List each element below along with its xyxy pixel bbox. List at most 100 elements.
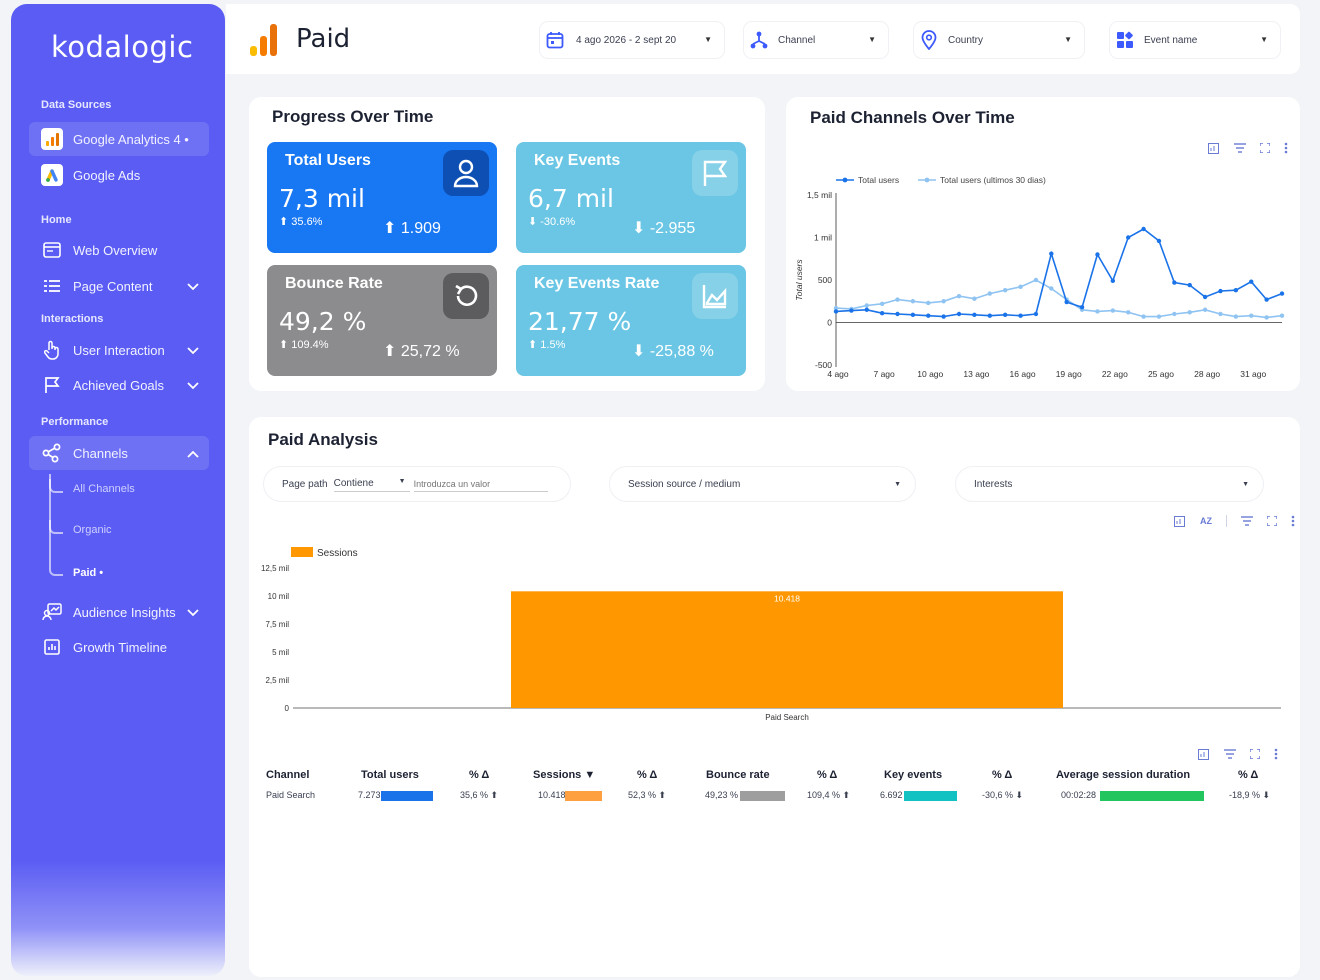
y-tick-label: 10 mil bbox=[268, 592, 290, 601]
data-point bbox=[833, 305, 839, 311]
sidebar-item-label: Growth Timeline bbox=[73, 639, 167, 655]
operator-select[interactable]: Contiene ▼ bbox=[333, 476, 410, 492]
sidebar-item-growth-timeline[interactable]: Growth Timeline bbox=[29, 630, 209, 664]
chevron-down-icon[interactable] bbox=[187, 279, 199, 294]
chevron-up-icon[interactable] bbox=[187, 446, 199, 461]
column-header-delta[interactable]: % Δ bbox=[637, 769, 658, 781]
sort-az-icon[interactable]: AZ bbox=[1200, 516, 1212, 526]
bar-chart-toolbar: AZ bbox=[1174, 515, 1295, 527]
x-tick-label: 16 ago bbox=[1010, 369, 1036, 379]
kpi-key-events-rate[interactable]: Key Events Rate 21,77 % ⬆ 1.5% ⬇ -25,88 … bbox=[516, 265, 746, 376]
sidebar-item-audience-insights[interactable]: Audience Insights bbox=[29, 595, 209, 629]
chart-settings-icon[interactable] bbox=[1174, 515, 1186, 527]
bar-data-label: 10.418 bbox=[774, 593, 800, 603]
sidebar-subitem-all-channels[interactable]: All Channels bbox=[73, 483, 135, 495]
column-header-delta[interactable]: % Δ bbox=[469, 769, 490, 781]
x-tick-label: 13 ago bbox=[963, 369, 989, 379]
more-vert-icon[interactable] bbox=[1284, 142, 1288, 154]
paid-analysis-title: Paid Analysis bbox=[268, 430, 378, 449]
sidebar-item-label: User Interaction bbox=[73, 342, 165, 358]
series-line bbox=[835, 279, 1283, 319]
sidebar-item-achieved-goals[interactable]: Achieved Goals bbox=[29, 368, 209, 402]
sidebar-subitem-organic[interactable]: Organic bbox=[73, 524, 112, 536]
event-name-filter[interactable]: Event name ▼ bbox=[1110, 22, 1280, 58]
x-tick-label: 7 ago bbox=[873, 369, 895, 379]
column-header-delta[interactable]: % Δ bbox=[817, 769, 838, 781]
chart-settings-icon[interactable] bbox=[1208, 142, 1220, 154]
sidebar-item-channels[interactable]: Channels bbox=[29, 436, 209, 470]
section-interactions: Interactions bbox=[41, 313, 104, 325]
page-path-value-input[interactable] bbox=[413, 476, 548, 492]
tree-branch bbox=[49, 479, 63, 493]
sidebar-item-label: Channels bbox=[73, 445, 128, 461]
column-header-channel[interactable]: Channel bbox=[266, 769, 310, 781]
paid-channels-card: Paid Channels Over Time Total users Total… bbox=[786, 97, 1300, 391]
chevron-down-icon[interactable] bbox=[187, 378, 199, 393]
column-header-key-events[interactable]: Key events bbox=[884, 769, 943, 781]
kpi-total-users[interactable]: Total Users 7,3 mil ⬆ 35.6% ⬆ 1.909 bbox=[267, 142, 497, 253]
sidebar-item-google-ads[interactable]: Google Ads bbox=[29, 158, 209, 192]
fullscreen-icon[interactable] bbox=[1267, 516, 1277, 526]
sidebar-item-user-interaction[interactable]: User Interaction bbox=[29, 333, 209, 367]
session-source-filter[interactable]: Session source / medium ▼ bbox=[609, 466, 916, 502]
browser-window-icon bbox=[41, 239, 63, 261]
caret-down-icon: ▼ bbox=[704, 35, 712, 44]
data-point bbox=[1095, 309, 1100, 314]
widgets-icon bbox=[1110, 31, 1140, 49]
y-tick-label: 500 bbox=[818, 275, 832, 285]
kpi-percent-change: ⬆ 1.5% bbox=[528, 339, 566, 351]
fullscreen-icon[interactable] bbox=[1260, 143, 1270, 153]
list-icon bbox=[41, 275, 63, 297]
sidebar: kodalogic Data Sources Google Analytics … bbox=[11, 4, 225, 976]
map-pin-icon bbox=[914, 30, 944, 50]
progress-card: Progress Over Time Total Users 7,3 mil ⬆… bbox=[249, 97, 765, 391]
bar bbox=[511, 591, 1063, 708]
data-point bbox=[1126, 235, 1131, 240]
kpi-key-events[interactable]: Key Events 6,7 mil ⬇ -30.6% ⬇ -2.955 bbox=[516, 142, 746, 253]
data-point bbox=[910, 299, 916, 304]
kpi-value: 49,2 % bbox=[279, 307, 367, 336]
sidebar-subitem-paid[interactable]: Paid • bbox=[73, 567, 104, 579]
sidebar-item-web-overview[interactable]: Web Overview bbox=[29, 233, 209, 267]
fullscreen-icon[interactable] bbox=[1250, 749, 1260, 759]
kpi-delta: ⬇ -25,88 % bbox=[632, 343, 714, 360]
column-header-delta[interactable]: % Δ bbox=[992, 769, 1013, 781]
data-point bbox=[1033, 311, 1039, 317]
sidebar-item-page-content[interactable]: Page Content bbox=[29, 269, 209, 303]
sidebar-item-label: Audience Insights bbox=[73, 604, 176, 620]
column-header-delta[interactable]: % Δ bbox=[1238, 769, 1259, 781]
interests-filter[interactable]: Interests ▼ bbox=[955, 466, 1264, 502]
series-line bbox=[835, 228, 1283, 318]
column-header-total-users[interactable]: Total users bbox=[361, 769, 419, 781]
data-point bbox=[1141, 314, 1146, 319]
filter-icon[interactable] bbox=[1234, 143, 1246, 153]
chart-settings-icon[interactable] bbox=[1198, 748, 1210, 760]
more-vert-icon[interactable] bbox=[1274, 748, 1278, 760]
column-header-sessions[interactable]: Sessions ▼ bbox=[533, 769, 596, 781]
chevron-down-icon[interactable] bbox=[187, 605, 199, 620]
filter-icon[interactable] bbox=[1224, 749, 1236, 759]
data-point bbox=[972, 296, 977, 301]
chevron-down-icon[interactable] bbox=[187, 343, 199, 358]
sidebar-item-google-analytics-4[interactable]: Google Analytics 4 • bbox=[29, 122, 209, 156]
filter-icon[interactable] bbox=[1241, 516, 1253, 526]
x-tick-label: 22 ago bbox=[1102, 369, 1128, 379]
column-header-avg-session-duration[interactable]: Average session duration bbox=[1056, 769, 1191, 781]
more-vert-icon[interactable] bbox=[1291, 515, 1295, 527]
data-point bbox=[941, 299, 946, 304]
date-range-filter[interactable]: 4 ago 2026 - 2 sept 20 ▼ bbox=[540, 22, 724, 58]
sessions-bar bbox=[565, 791, 602, 801]
channel-filter[interactable]: Channel ▼ bbox=[744, 22, 888, 58]
column-header-bounce-rate[interactable]: Bounce rate bbox=[706, 769, 770, 781]
section-home: Home bbox=[41, 214, 72, 226]
sidebar-item-label: Page Content bbox=[73, 278, 153, 294]
cell-bounce-rate: 49,23 % bbox=[705, 790, 739, 800]
country-filter[interactable]: Country ▼ bbox=[914, 22, 1084, 58]
data-point bbox=[1018, 284, 1023, 289]
data-point bbox=[1187, 310, 1192, 315]
calendar-icon bbox=[540, 31, 570, 49]
kpi-bounce-rate[interactable]: Bounce Rate 49,2 % ⬆ 109.4% ⬆ 25,72 % bbox=[267, 265, 497, 376]
data-point bbox=[941, 314, 946, 319]
legend-marker bbox=[842, 177, 848, 183]
data-point bbox=[1202, 307, 1208, 312]
